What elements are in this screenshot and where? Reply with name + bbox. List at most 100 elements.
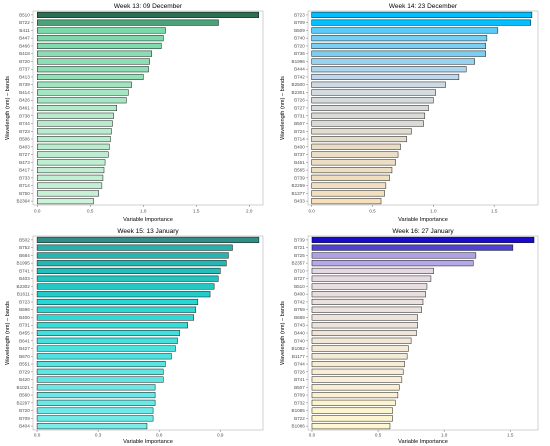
panel-week-16: B739 B721 B725 B2357 B710 B727 B510 B400 B742 B75… (280, 228, 539, 445)
panel-3-category-label-B696: B696 (19, 307, 30, 312)
panel-3-category-label-B400: B400 (19, 315, 30, 320)
panel-3-category-label-B709: B709 (19, 416, 30, 421)
panel-1-category-label-B714: B714 (19, 183, 30, 188)
panel-1-category-label-B411: B411 (19, 28, 30, 33)
panel-3-category-label-B684: B684 (19, 253, 30, 258)
panel-2-bar-B727 (311, 104, 429, 112)
panel-3-bar-B729 (36, 368, 164, 375)
panel-3-category-label-B1021: B1021 (17, 385, 31, 390)
panel-2-category-label-B1996: B1996 (292, 59, 306, 64)
panel-2-bar-B2269 (311, 182, 387, 189)
panel-1-category-label-B426: B426 (19, 98, 30, 103)
panel-3-category-label-B741: B741 (19, 268, 30, 273)
panel-4-category-label-B740: B740 (294, 338, 305, 343)
panel-4-bar-B721 (311, 244, 514, 251)
panel-4-bar-B732 (311, 399, 396, 406)
panel-3-bar-B455 (36, 329, 180, 337)
panel-1-bar-B418 (37, 50, 152, 57)
panel-1-category-label-B722: B722 (19, 20, 30, 25)
panel-4-bar-B725 (311, 252, 477, 259)
panel-1-bar-B727 (37, 151, 109, 158)
panel-1-category-label-B733: B733 (19, 175, 30, 180)
panel-2-bar-B2500 (311, 81, 446, 88)
panel-1-category-label-B461: B461 (19, 106, 30, 111)
panel-2-title: Week 14: 23 December (389, 3, 458, 10)
panel-1-category-label-B744: B744 (19, 121, 30, 126)
panel-2-ylabel: Wavelength (nm) – bands (280, 76, 286, 140)
panel-1-category-label-B723: B723 (19, 129, 30, 134)
panel-1-bar-B403 (37, 143, 110, 150)
panel-2-bar-B565 (311, 167, 393, 174)
panel-week-14: B723 B709 B509 B740 B720 B736 B1996 B444 B742 B25… (280, 3, 539, 223)
panel-4-category-label-B722: B722 (294, 416, 305, 421)
panel-3-bar-B731 (36, 322, 188, 329)
panel-week-15: B502 B752 B684 B1995 B741 B403 B2302 B1611 B723 B… (5, 228, 264, 445)
panel-1-category-label-B750: B750 (19, 191, 30, 196)
panel-3-category-label-B1995: B1995 (17, 261, 31, 266)
panel-3-xtick-label-0: 0.0 (34, 433, 41, 438)
panel-2-category-label-B723: B723 (294, 12, 305, 17)
panel-4-ylabel: Wavelength (nm) – bands (280, 301, 286, 365)
panel-2-bar-B709 (311, 19, 531, 26)
panel-4-bar-B507 (311, 384, 400, 391)
panel-4-category-label-B689: B689 (294, 315, 305, 320)
panel-2-bar-B400 (311, 143, 401, 150)
panel-3-bar-B403 (36, 275, 219, 282)
panel-1-xtick-label-4: 2.0 (246, 209, 253, 214)
panel-1-category-label-B506: B506 (19, 137, 30, 142)
panel-4-bar-B743 (311, 322, 418, 329)
panel-3-category-label-B1611: B1611 (17, 292, 30, 297)
panel-4-xtick-label-1: 0.5 (375, 433, 382, 438)
panel-2-category-label-B742: B742 (294, 74, 305, 79)
panel-2-xlabel: Variable Importance (398, 217, 448, 223)
panel-3-category-label-B731: B731 (19, 323, 30, 328)
panel-3-bar-B400 (36, 314, 195, 321)
panel-2-category-label-B509: B509 (294, 28, 305, 33)
panel-1-category-label-B417: B417 (19, 168, 30, 173)
panel-3-bar-B551 (36, 361, 166, 368)
panel-3-xlabel: Variable Importance (123, 439, 173, 445)
panel-week-13: B510 B722 B411 B447 B466 B418 B720 B737 B413 B739… (5, 3, 264, 223)
panel-4-category-label-B721: B721 (294, 245, 305, 250)
panel-2-bar-B433 (311, 198, 382, 205)
panel-4-bar-B1086 (311, 423, 391, 430)
panel-4-category-label-B742: B742 (294, 299, 305, 304)
panel-4-category-label-B732: B732 (294, 400, 305, 405)
panel-2-category-label-B2500: B2500 (292, 82, 306, 87)
panel-2-xtick-label-3: 1.5 (491, 209, 498, 214)
panel-1-bar-B413 (37, 73, 144, 80)
panel-2-category-label-B565: B565 (294, 168, 305, 173)
panel-3-bar-B1611 (36, 291, 211, 298)
panel-1-bar-B466 (37, 42, 162, 49)
panel-1-bar-B750 (37, 190, 99, 197)
panel-1-category-label-B738: B738 (19, 113, 30, 118)
panel-1-ylabel: Wavelength (nm) – bands (5, 76, 11, 140)
panel-4-bar-B740 (311, 337, 412, 344)
panel-1-category-label-B414: B414 (19, 90, 30, 95)
panel-4-category-label-B726: B726 (294, 369, 305, 374)
panel-4-xtick-label-0: 0.0 (309, 433, 316, 438)
panel-3-category-label-B2302: B2302 (17, 284, 31, 289)
panel-2-plot-frame (307, 10, 539, 206)
panel-2-category-label-B451: B451 (294, 160, 305, 165)
panel-3-category-label-B670: B670 (19, 354, 30, 359)
panel-2-xtick-label-1: 0.5 (369, 209, 376, 214)
panel-3-category-label-B723: B723 (19, 299, 30, 304)
panel-4-category-label-B743: B743 (294, 323, 305, 328)
panel-2-bar-B1377 (311, 190, 385, 197)
panel-2-bar-B739 (311, 174, 390, 181)
panel-2-bar-B507 (311, 120, 424, 127)
panel-2-xtick-label-0: 0.0 (308, 209, 315, 214)
panel-3-bar-B641 (36, 337, 178, 344)
panel-1-plot-frame (32, 10, 264, 206)
panel-3-bar-B709 (36, 415, 154, 422)
panel-2-category-label-B433: B433 (294, 199, 305, 204)
panel-2-category-label-B724: B724 (294, 129, 305, 134)
panel-2-category-label-B2269: B2269 (292, 183, 306, 188)
panel-4-bar-B726 (311, 368, 404, 375)
panel-1-bar-B411 (37, 27, 166, 34)
panel-2-bar-B724 (311, 128, 412, 135)
panel-1-category-label-B447: B447 (19, 36, 30, 41)
panel-1-bar-B417 (37, 167, 105, 174)
panel-2-category-label-B731: B731 (294, 113, 305, 118)
